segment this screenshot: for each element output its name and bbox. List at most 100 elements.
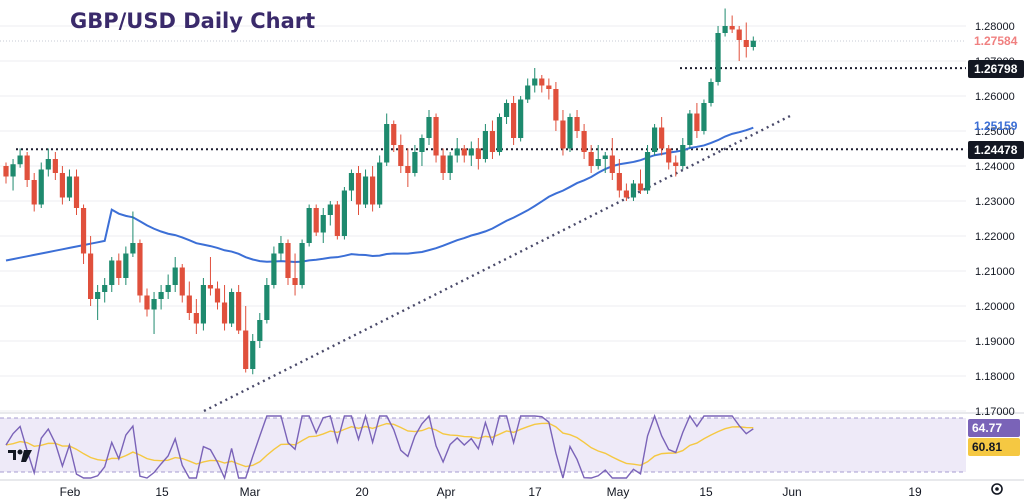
- candle-body: [38, 169, 44, 205]
- chart-title: GBP/USD Daily Chart: [70, 9, 315, 33]
- candle: [440, 148, 446, 180]
- candle-body: [454, 148, 460, 156]
- candle-body: [207, 285, 214, 289]
- candle-body: [722, 26, 728, 33]
- tag-value: 1.25159: [974, 119, 1018, 133]
- candle: [95, 285, 101, 320]
- tag-value: 1.24478: [974, 143, 1018, 157]
- candle: [214, 281, 221, 310]
- candle: [45, 148, 51, 177]
- candle-body: [285, 243, 291, 278]
- candle: [285, 239, 291, 285]
- x-tick-label: Jun: [782, 485, 801, 499]
- candle: [581, 124, 587, 159]
- candle-body: [560, 120, 566, 149]
- candle-body: [659, 127, 665, 149]
- candle-body: [264, 285, 270, 320]
- candle-body: [362, 176, 369, 205]
- candle-body: [257, 320, 263, 341]
- candle-body: [250, 341, 256, 369]
- candle: [588, 145, 594, 173]
- price-tag-last-price: 1.27584: [974, 34, 1018, 48]
- candle: [362, 169, 369, 208]
- candle-body: [567, 117, 573, 149]
- candle-body: [278, 243, 284, 254]
- tradingview-logo[interactable]: [8, 449, 32, 463]
- candle-body: [10, 164, 16, 177]
- y-tick-label: 1.28000: [975, 21, 1015, 33]
- y-tick-label: 1.26000: [975, 91, 1015, 103]
- candle-body: [546, 85, 552, 89]
- candle-body: [496, 117, 503, 152]
- rsi-band: [0, 418, 966, 472]
- x-tick-label: 15: [699, 485, 713, 499]
- candle: [680, 138, 686, 170]
- candle-body: [511, 103, 517, 138]
- candle: [539, 75, 545, 93]
- candle: [341, 187, 347, 240]
- candle-body: [292, 278, 298, 285]
- candle: [243, 306, 249, 373]
- candle: [482, 124, 488, 163]
- y-tick-label: 1.20000: [975, 301, 1015, 313]
- candle: [327, 201, 333, 226]
- candle-body: [419, 138, 425, 152]
- candle: [602, 152, 608, 173]
- candle-body: [729, 26, 735, 30]
- candle: [637, 169, 644, 194]
- candle-body: [172, 267, 178, 285]
- candle-body: [602, 155, 608, 159]
- candle: [525, 78, 531, 103]
- candle: [144, 288, 150, 317]
- candle-body: [229, 292, 235, 324]
- candle: [3, 162, 9, 184]
- rsi-tag-rsi-signal: 60.81: [968, 438, 1020, 456]
- candle: [743, 22, 749, 58]
- candle: [313, 204, 319, 236]
- candle: [489, 120, 496, 159]
- candle: [207, 257, 214, 296]
- candle: [609, 138, 615, 180]
- candle: [179, 264, 185, 303]
- candle-body: [320, 215, 326, 233]
- gear-icon[interactable]: [991, 483, 1003, 495]
- candle: [687, 110, 693, 149]
- candle-body: [447, 155, 453, 173]
- candle: [595, 145, 601, 170]
- y-tick-label: 1.25000: [975, 126, 1015, 138]
- candle-body: [137, 243, 143, 296]
- candle: [447, 152, 453, 180]
- candle-body: [95, 292, 101, 299]
- candle: [398, 134, 404, 173]
- candle: [511, 96, 517, 145]
- candle: [630, 180, 637, 201]
- candle: [193, 299, 199, 334]
- candle-body: [433, 117, 439, 156]
- ascending-trendline: [203, 113, 793, 413]
- candle: [158, 285, 164, 310]
- y-tick-label: 1.17000: [975, 406, 1015, 418]
- candle: [405, 148, 411, 187]
- candle: [257, 313, 263, 348]
- y-tick-label: 1.22000: [975, 231, 1015, 243]
- candle: [673, 155, 679, 177]
- candle: [750, 36, 756, 51]
- candle: [334, 201, 340, 240]
- rsi-tag-rsi: 64.77: [968, 419, 1020, 437]
- candle: [151, 292, 157, 334]
- candle: [475, 138, 481, 170]
- price-tag-support: 1.24478: [968, 141, 1024, 159]
- candle-body: [116, 260, 122, 278]
- candle-body: [17, 155, 23, 165]
- candle: [722, 8, 728, 37]
- candle-body: [88, 253, 94, 299]
- candle-body: [200, 285, 206, 324]
- candle: [137, 239, 143, 303]
- candle-body: [355, 173, 362, 205]
- candle-body: [193, 313, 199, 324]
- candle: [306, 204, 312, 247]
- y-tick-label: 1.21000: [975, 266, 1015, 278]
- candle-body: [461, 148, 467, 156]
- candle-body: [45, 159, 51, 170]
- candle: [59, 166, 65, 205]
